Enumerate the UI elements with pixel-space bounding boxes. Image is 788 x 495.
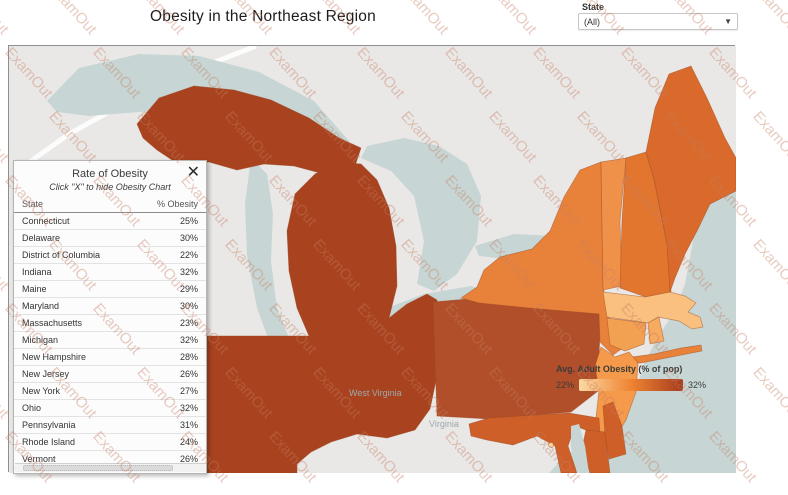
table-row[interactable]: Delaware 30% bbox=[14, 229, 206, 247]
table-row[interactable]: New Hampshire 28% bbox=[14, 348, 206, 366]
table-cell: District of Columbia bbox=[14, 246, 134, 264]
dropdown-arrow-icon: ▼ bbox=[724, 17, 732, 26]
table-row[interactable]: District of Columbia 22% bbox=[14, 246, 206, 264]
table-row[interactable]: Ohio 32% bbox=[14, 399, 206, 417]
table-cell: New Hampshire bbox=[14, 348, 134, 366]
table-row[interactable]: Pennsylvania 31% bbox=[14, 416, 206, 434]
table-cell: 24% bbox=[133, 433, 206, 451]
table-row[interactable]: Massachusetts 23% bbox=[14, 314, 206, 332]
table-cell: 30% bbox=[133, 229, 206, 247]
table-cell: 30% bbox=[133, 297, 206, 315]
table-cell: 32% bbox=[133, 399, 206, 417]
table-cell: Massachusetts bbox=[14, 314, 134, 332]
obesity-table-body: Connecticut 25% Delaware 30% District of Col… bbox=[14, 212, 206, 468]
table-cell: Connecticut bbox=[14, 212, 134, 230]
panel-subtitle: Click "X" to hide Obesity Chart bbox=[49, 182, 171, 192]
table-header-row: State % Obesity bbox=[14, 197, 206, 213]
close-icon[interactable]: ✕ bbox=[186, 164, 200, 181]
table-cell: Ohio bbox=[14, 399, 134, 417]
rate-of-obesity-panel: ✕ Rate of Obesity Click "X" to hide Obes… bbox=[13, 160, 207, 474]
state-shape-michigan-lower[interactable] bbox=[286, 161, 398, 337]
chesapeake-bay bbox=[571, 424, 589, 473]
table-row[interactable]: Maine 29% bbox=[14, 280, 206, 298]
table-cell: Maine bbox=[14, 280, 134, 298]
table-cell: 31% bbox=[133, 416, 206, 434]
table-cell: 23% bbox=[133, 314, 206, 332]
table-cell: 32% bbox=[133, 263, 206, 281]
table-cell: New York bbox=[14, 382, 134, 400]
table-cell: Delaware bbox=[14, 229, 134, 247]
table-cell: Michigan bbox=[14, 331, 134, 349]
state-filter-label: State bbox=[582, 2, 605, 12]
atlantic-ocean bbox=[549, 186, 736, 473]
table-row[interactable]: Michigan 32% bbox=[14, 331, 206, 349]
page-title: Obesity in the Northeast Region bbox=[150, 8, 376, 25]
obesity-table: State % Obesity Connecticut 25% Delaware 30… bbox=[14, 197, 206, 468]
legend-min-label: 22% bbox=[556, 380, 575, 390]
table-row[interactable]: Connecticut 25% bbox=[14, 212, 206, 230]
legend-title: Avg. Adult Obesity (% of pop) bbox=[556, 364, 683, 374]
state-shape-connecticut[interactable] bbox=[606, 317, 647, 352]
legend-max-label: 32% bbox=[688, 380, 707, 390]
table-cell: Rhode Island bbox=[14, 433, 134, 451]
table-row[interactable]: Indiana 32% bbox=[14, 263, 206, 281]
state-shape-indiana[interactable] bbox=[204, 335, 298, 473]
state-filter-value: (All) bbox=[584, 16, 600, 27]
table-cell: 22% bbox=[133, 246, 206, 264]
state-shape-district-of-columbia[interactable] bbox=[548, 442, 554, 448]
table-row[interactable]: Rhode Island 24% bbox=[14, 433, 206, 451]
table-cell: 25% bbox=[133, 212, 206, 230]
table-cell: Pennsylvania bbox=[14, 416, 134, 434]
column-header-percent-obesity: % Obesity bbox=[133, 197, 206, 213]
table-row[interactable]: New Jersey 26% bbox=[14, 365, 206, 383]
horizontal-scrollbar[interactable] bbox=[15, 463, 205, 472]
column-header-state: State bbox=[14, 197, 134, 213]
lake-michigan bbox=[245, 158, 309, 350]
table-cell: 27% bbox=[133, 382, 206, 400]
state-shape-maine[interactable] bbox=[645, 65, 736, 293]
table-cell: Maryland bbox=[14, 297, 134, 315]
state-shape-maryland[interactable] bbox=[468, 412, 601, 473]
table-cell: 32% bbox=[133, 331, 206, 349]
map-label-virginia: Virginia bbox=[429, 419, 459, 429]
table-row[interactable]: New York 27% bbox=[14, 382, 206, 400]
table-row[interactable]: Maryland 30% bbox=[14, 297, 206, 315]
state-shape-delaware[interactable] bbox=[602, 401, 627, 460]
table-cell: New Jersey bbox=[14, 365, 134, 383]
state-filter-dropdown[interactable]: (All) ▼ bbox=[578, 13, 738, 30]
panel-title: Rate of Obesity bbox=[72, 168, 148, 180]
lake-huron bbox=[361, 138, 481, 291]
table-cell: 26% bbox=[133, 365, 206, 383]
color-legend: Avg. Adult Obesity (% of pop) 22% 32% bbox=[556, 364, 706, 391]
table-cell: 28% bbox=[133, 348, 206, 366]
state-shape-ohio[interactable] bbox=[296, 293, 438, 465]
scrollbar-thumb[interactable] bbox=[23, 465, 173, 471]
state-shape-rhode-island[interactable] bbox=[647, 316, 665, 345]
table-cell: Indiana bbox=[14, 263, 134, 281]
map-label-west-virginia: West Virginia bbox=[349, 388, 402, 398]
state-shape-pennsylvania[interactable] bbox=[432, 297, 603, 420]
legend-gradient-bar bbox=[579, 379, 684, 391]
table-cell: 29% bbox=[133, 280, 206, 298]
